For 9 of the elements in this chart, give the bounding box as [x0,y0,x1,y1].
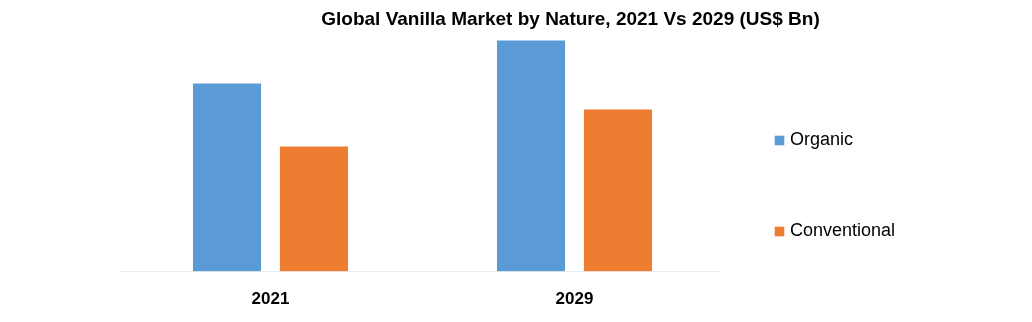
x-tick-label: 2029 [555,288,594,308]
x-tick-label: 2021 [251,288,290,308]
bar [583,109,653,272]
legend-label: Organic [790,129,854,150]
legend-label: Conventional [790,220,896,241]
bar [496,40,566,272]
chart-title: Global Vanilla Market by Nature, 2021 Vs 2029 (US$ Bn) [321,7,820,29]
bar [192,83,262,272]
bar [279,146,349,272]
